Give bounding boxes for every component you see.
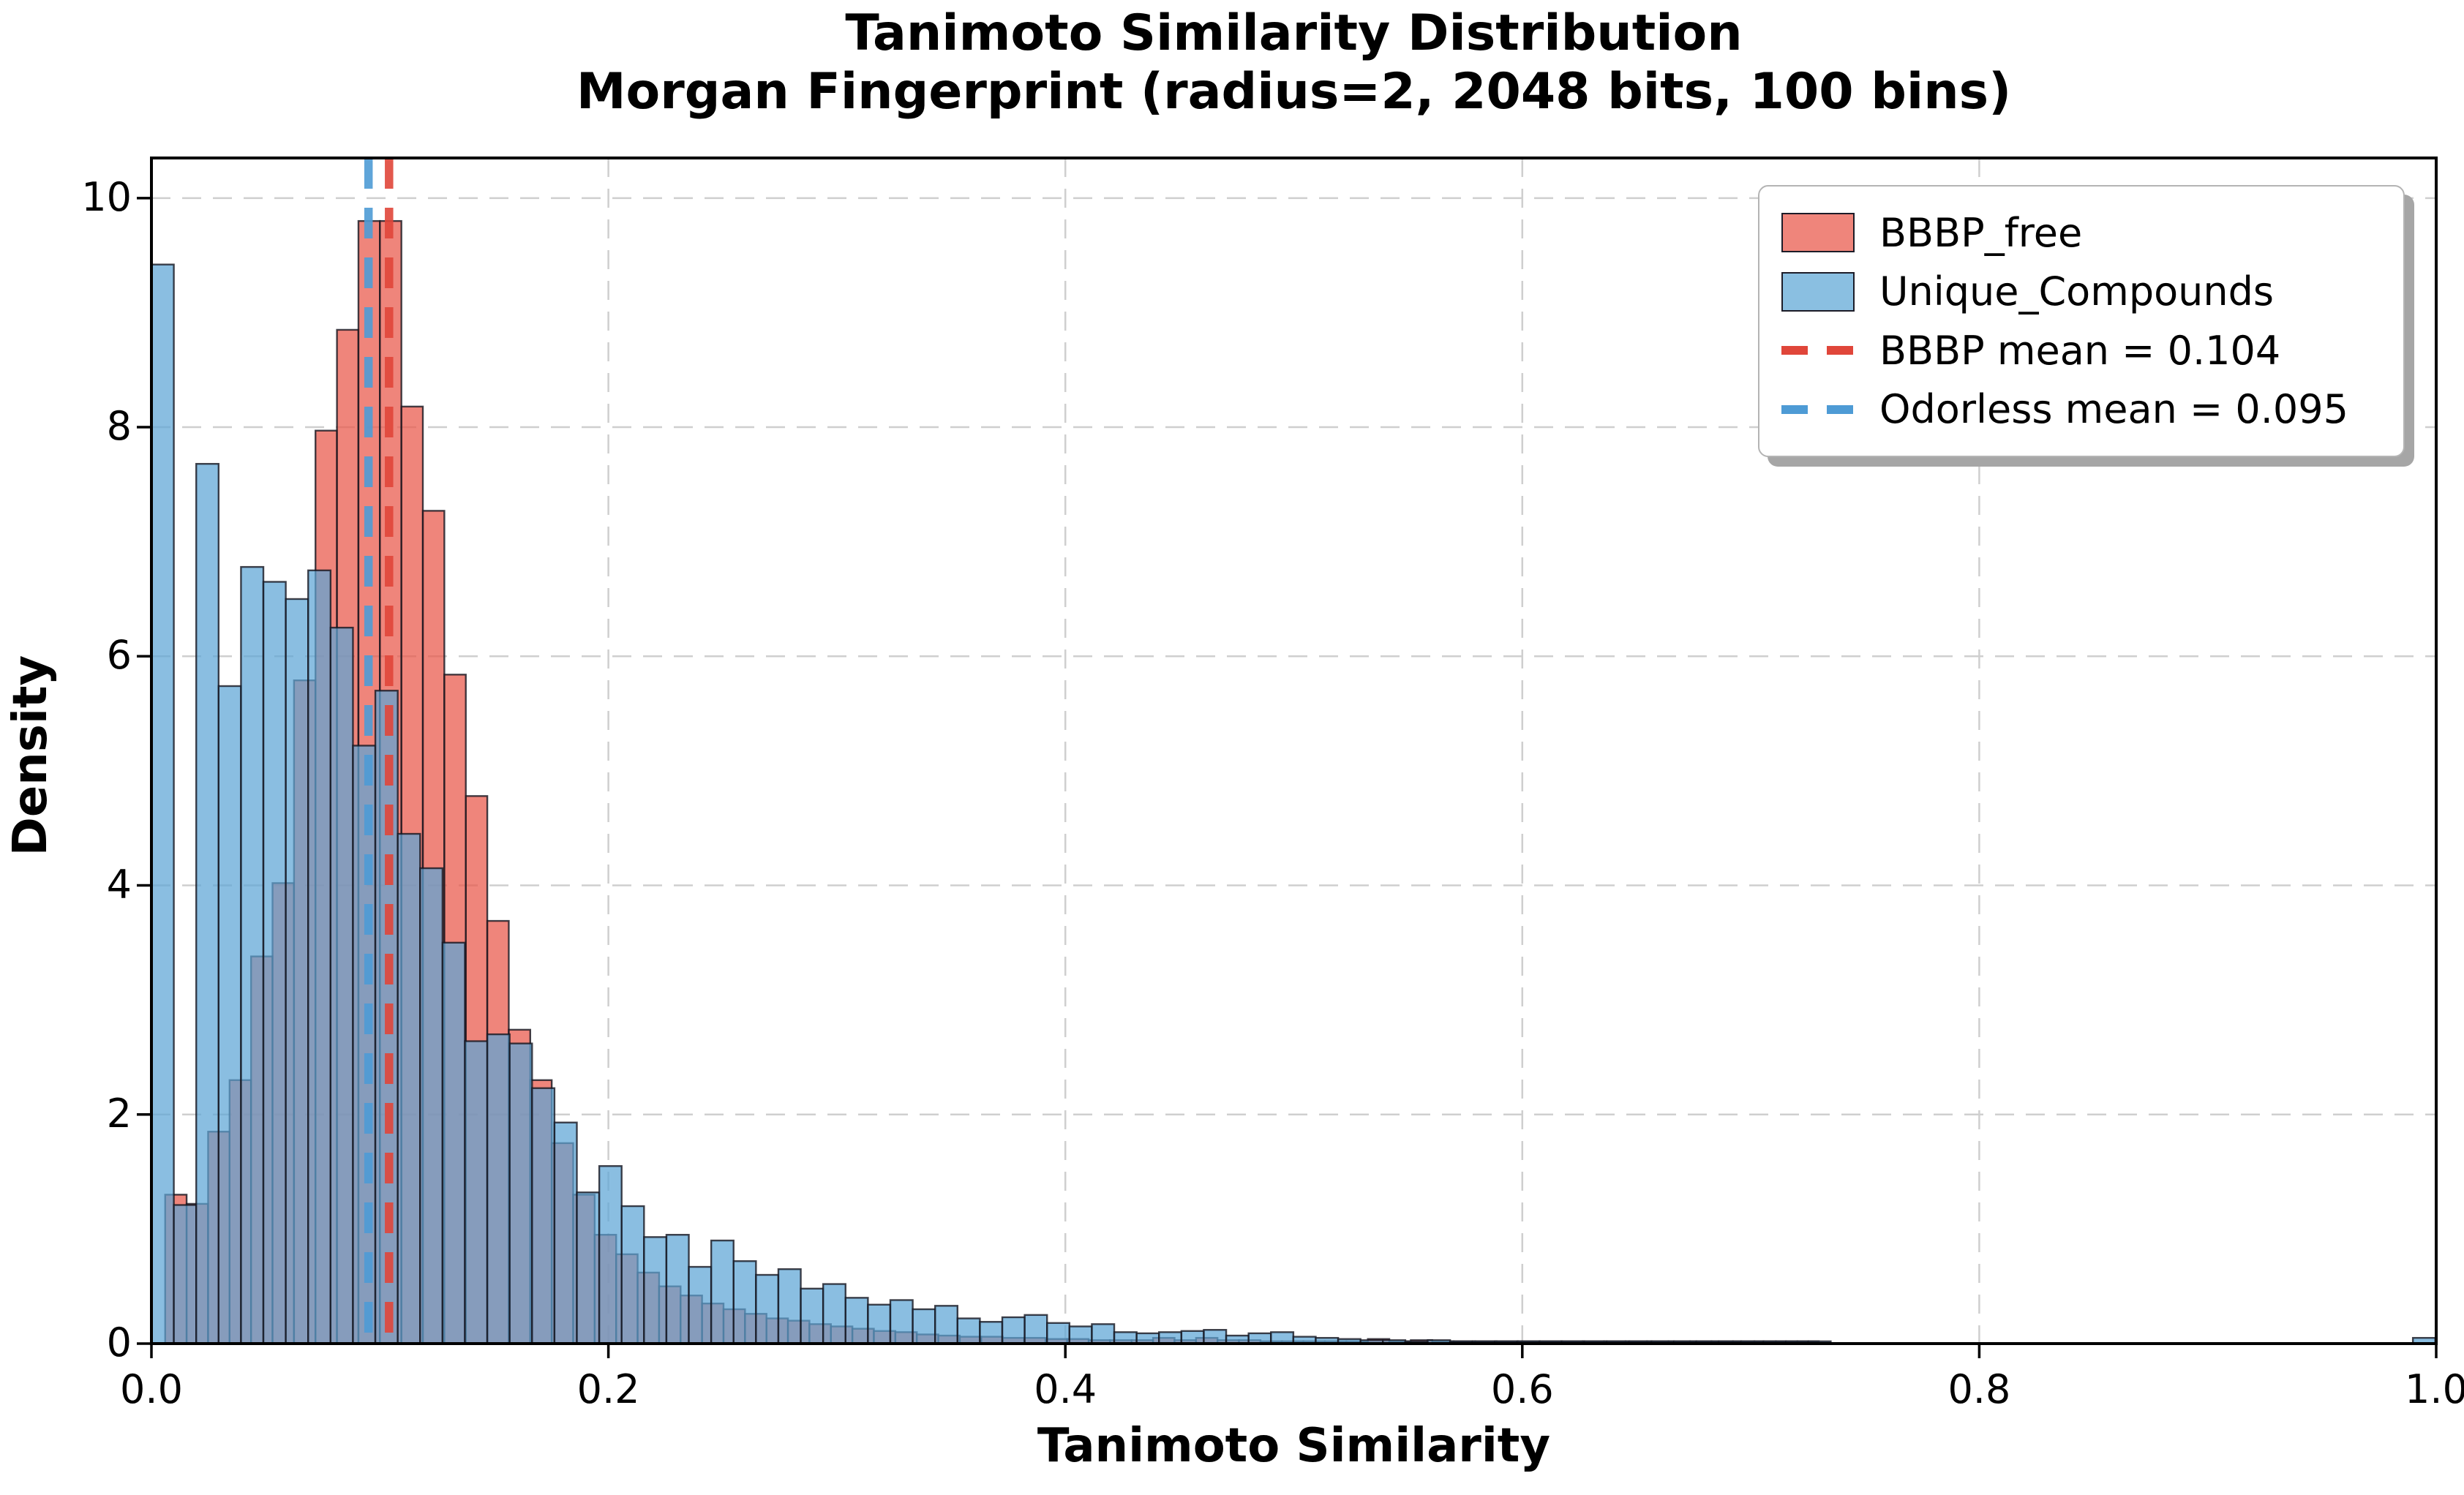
histogram-bar-unique_compounds	[1046, 1322, 1071, 1345]
chart-title: Tanimoto Similarity Distribution Morgan …	[151, 4, 2436, 121]
histogram-bar-unique_compounds	[1001, 1316, 1026, 1345]
histogram-bar-unique_compounds	[508, 1042, 533, 1345]
histogram-bar-unique_compounds	[800, 1287, 825, 1345]
legend-label: BBBP_free	[1879, 209, 2083, 256]
legend-dashline-red	[1781, 346, 1855, 355]
histogram-bar-unique_compounds	[173, 1204, 198, 1345]
legend-item-bbbp-mean: BBBP mean = 0.104	[1781, 323, 2381, 377]
y-tick-label: 10	[81, 173, 132, 220]
legend-patch-red	[1781, 213, 1855, 252]
histogram-bar-unique_compounds	[710, 1239, 735, 1345]
legend-item-bbbp-free: BBBP_free	[1781, 206, 2381, 260]
histogram-bar-unique_compounds	[665, 1234, 690, 1345]
histogram-bar-unique_compounds	[732, 1260, 757, 1345]
histogram-bar-unique_compounds	[777, 1268, 802, 1345]
axes-spines	[150, 157, 2438, 1345]
histogram-bar-unique_compounds	[844, 1297, 869, 1345]
histogram-bar-unique_compounds	[643, 1236, 668, 1345]
histogram-bar-unique_compounds	[1135, 1332, 1160, 1345]
histogram-bar-unique_compounds	[1158, 1331, 1183, 1345]
legend-label: Odorless mean = 0.095	[1879, 386, 2348, 433]
legend-dashline-blue	[1781, 404, 1855, 414]
legend-label: Unique_Compounds	[1879, 268, 2274, 315]
histogram-bar-unique_compounds	[822, 1283, 846, 1345]
x-tick-label: 0.4	[1034, 1366, 1097, 1412]
histogram-bar-unique_compounds	[1068, 1325, 1093, 1345]
chart-title-line1: Tanimoto Similarity Distribution	[845, 4, 1743, 62]
y-tick-label: 8	[106, 403, 132, 450]
histogram-bar-unique_compounds	[531, 1087, 556, 1345]
histogram-bar-unique_compounds	[262, 581, 287, 1345]
legend: BBBP_free Unique_Compounds BBBP mean = 0…	[1758, 185, 2405, 457]
legend-item-odorless-mean: Odorless mean = 0.095	[1781, 383, 2381, 437]
x-tick-label: 0.2	[576, 1366, 640, 1412]
histogram-bar-unique_compounds	[620, 1205, 645, 1345]
x-axis-label: Tanimoto Similarity	[1037, 1419, 1551, 1473]
histogram-bar-unique_compounds	[598, 1165, 623, 1345]
chart-title-line2: Morgan Fingerprint (radius=2, 2048 bits,…	[576, 63, 2012, 121]
histogram-bar-unique_compounds	[553, 1121, 578, 1345]
histogram-bar-unique_compounds	[240, 565, 265, 1345]
histogram-bar-unique_compounds	[979, 1321, 1004, 1345]
histogram-bar-unique_compounds	[867, 1303, 892, 1345]
histogram-bar-unique_compounds	[329, 626, 354, 1345]
histogram-bar-unique_compounds	[576, 1191, 601, 1345]
histogram-bar-unique_compounds	[1180, 1330, 1205, 1345]
x-tick-label: 0.0	[120, 1366, 183, 1412]
x-tick-label: 1.0	[2405, 1366, 2464, 1412]
histogram-bar-unique_compounds	[1270, 1331, 1295, 1345]
histogram-bar-unique_compounds	[956, 1317, 981, 1345]
histogram-bar-unique_compounds	[934, 1305, 958, 1345]
histogram-bar-unique_compounds	[1113, 1331, 1138, 1345]
x-tick-label: 0.8	[1947, 1366, 2011, 1412]
histogram-bar-unique_compounds	[150, 263, 175, 1345]
histogram-bar-unique_compounds	[912, 1308, 936, 1345]
histogram-bar-unique_compounds	[688, 1265, 713, 1345]
histogram-bar-unique_compounds	[419, 867, 444, 1345]
legend-patch-blue	[1781, 271, 1855, 312]
histogram-bar-unique_compounds	[1247, 1332, 1272, 1345]
histogram-bar-unique_compounds	[464, 1040, 489, 1345]
histogram-bar-unique_compounds	[307, 569, 332, 1345]
histogram-bar-unique_compounds	[1091, 1323, 1116, 1345]
y-tick-label: 6	[106, 632, 132, 679]
histogram-bar-unique_compounds	[486, 1033, 511, 1345]
histogram-bar-unique_compounds	[285, 598, 309, 1345]
histogram-bar-unique_compounds	[1023, 1314, 1048, 1345]
histogram-bar-unique_compounds	[889, 1299, 914, 1345]
y-tick-label: 0	[106, 1319, 132, 1366]
histogram-bar-unique_compounds	[397, 832, 421, 1345]
legend-item-unique-compounds: Unique_Compounds	[1781, 265, 2381, 319]
histogram-bar-unique_compounds	[1203, 1329, 1228, 1345]
y-tick-label: 4	[106, 861, 132, 908]
histogram-bar-unique_compounds	[217, 685, 242, 1345]
histogram-bar-unique_compounds	[441, 941, 466, 1345]
histogram-bar-unique_compounds	[195, 462, 220, 1345]
y-axis-label: Density	[4, 655, 58, 856]
histogram-bar-unique_compounds	[755, 1273, 780, 1345]
y-tick-label: 2	[106, 1090, 132, 1137]
x-tick-label: 0.6	[1490, 1366, 1554, 1412]
legend-label: BBBP mean = 0.104	[1879, 327, 2281, 374]
